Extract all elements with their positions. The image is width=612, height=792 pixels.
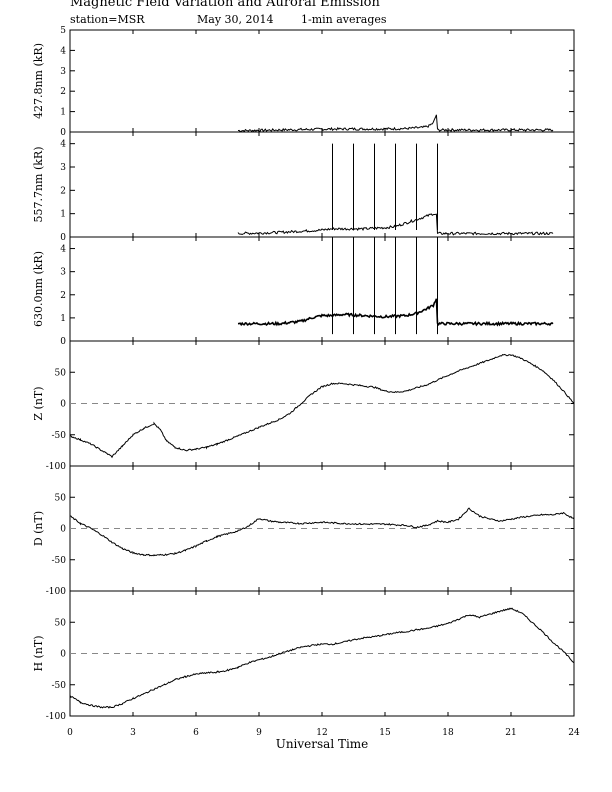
ytick-label-pH: -50 (52, 681, 67, 691)
x-axis-label: Universal Time (276, 737, 369, 751)
ytick-label-pH: 50 (55, 618, 67, 628)
ytick-label-pH: -100 (46, 712, 66, 722)
ytick-label-p6300: 3 (60, 268, 66, 278)
series-line-p4278 (237, 114, 554, 133)
xtick-label: 24 (568, 728, 580, 738)
ytick-label-pZ: -100 (46, 462, 66, 472)
ylabel-p4278: 427.8nm (kR) (32, 43, 45, 119)
xtick-label: 0 (67, 728, 73, 738)
ytick-label-pH: 0 (60, 650, 66, 660)
xtick-label: 6 (193, 728, 199, 738)
ytick-label-p4278: 2 (60, 87, 66, 97)
date-label: May 30, 2014 (197, 13, 274, 26)
panel-frame-p6300 (69, 236, 575, 342)
ytick-label-p4278: 4 (60, 46, 66, 56)
panel-frame-p4278 (69, 29, 575, 133)
panel-frame-pH (69, 590, 575, 717)
ytick-label-pD: 0 (60, 525, 66, 535)
ytick-label-p4278: 0 (60, 128, 66, 138)
ytick-label-pD: -50 (52, 556, 67, 566)
ylabel-p5577: 557.7nm (kR) (32, 146, 45, 222)
station-label: station=MSR (70, 13, 145, 26)
ytick-label-pZ: 0 (60, 400, 66, 410)
ytick-label-p5577: 1 (60, 210, 66, 220)
ytick-label-pD: 50 (55, 493, 67, 503)
ytick-label-pD: -100 (46, 587, 66, 597)
ytick-label-p6300: 4 (60, 245, 66, 255)
ytick-label-p5577: 4 (60, 140, 66, 150)
ytick-label-pZ: -50 (52, 431, 67, 441)
panel-frame-p5577 (69, 131, 575, 238)
ylabel-pD: D (nT) (32, 511, 45, 546)
ylabel-pZ: Z (nT) (32, 386, 45, 420)
ylabel-pH: H (nT) (32, 635, 45, 671)
ytick-label-p5577: 0 (60, 233, 66, 243)
xtick-label: 21 (505, 728, 516, 738)
series-line-pZ (69, 353, 575, 459)
ytick-label-p6300: 2 (60, 291, 66, 301)
xtick-label: 18 (442, 728, 454, 738)
xtick-label: 12 (316, 728, 327, 738)
panel-frame-pZ (69, 340, 575, 467)
ytick-label-p4278: 5 (60, 26, 66, 36)
chart-title: Magnetic Field Variation and Auroral Emi… (70, 0, 380, 10)
series-line-pH (69, 607, 575, 709)
panel-frame-pD (69, 465, 575, 592)
xtick-label: 9 (256, 728, 262, 738)
ytick-label-p6300: 1 (60, 314, 66, 324)
ylabel-p6300: 630.0nm (kR) (32, 251, 45, 327)
ytick-label-p4278: 1 (60, 108, 66, 118)
series-line-pD (69, 507, 575, 557)
ytick-label-pZ: 50 (55, 368, 67, 378)
averaging-label: 1-min averages (301, 13, 387, 26)
ytick-label-p4278: 3 (60, 67, 66, 77)
xtick-label: 3 (130, 728, 136, 738)
ytick-label-p6300: 0 (60, 337, 66, 347)
ytick-label-p5577: 3 (60, 163, 66, 173)
ytick-label-p5577: 2 (60, 186, 66, 196)
xtick-label: 15 (379, 728, 391, 738)
